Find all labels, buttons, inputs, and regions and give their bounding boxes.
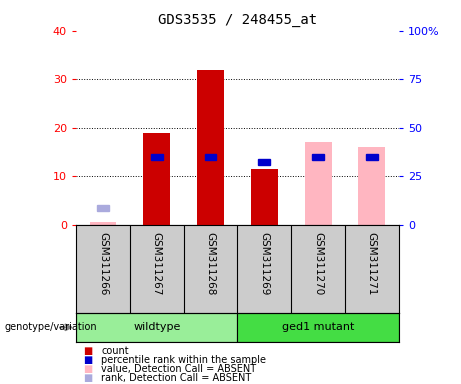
Text: ged1 mutant: ged1 mutant xyxy=(282,322,354,333)
Bar xyxy=(358,147,385,225)
Text: ■: ■ xyxy=(83,346,92,356)
Text: rank, Detection Call = ABSENT: rank, Detection Call = ABSENT xyxy=(101,373,252,383)
Bar xyxy=(312,154,324,160)
Bar xyxy=(151,154,163,160)
Bar xyxy=(237,313,399,342)
Text: GSM311271: GSM311271 xyxy=(367,232,377,295)
Text: ■: ■ xyxy=(83,355,92,365)
Bar xyxy=(143,132,170,225)
Bar xyxy=(97,205,109,210)
Bar xyxy=(205,154,216,160)
Bar xyxy=(251,169,278,225)
Text: value, Detection Call = ABSENT: value, Detection Call = ABSENT xyxy=(101,364,256,374)
Bar xyxy=(366,154,378,160)
Text: wildtype: wildtype xyxy=(133,322,180,333)
Bar xyxy=(76,313,237,342)
Text: ■: ■ xyxy=(83,373,92,383)
Text: count: count xyxy=(101,346,129,356)
Text: genotype/variation: genotype/variation xyxy=(5,322,97,333)
Bar xyxy=(258,159,270,164)
Text: ■: ■ xyxy=(83,364,92,374)
Text: GSM311266: GSM311266 xyxy=(98,232,108,295)
Bar xyxy=(89,222,116,225)
Text: GSM311267: GSM311267 xyxy=(152,232,162,295)
Text: percentile rank within the sample: percentile rank within the sample xyxy=(101,355,266,365)
Bar xyxy=(305,142,331,225)
Title: GDS3535 / 248455_at: GDS3535 / 248455_at xyxy=(158,13,317,27)
Text: GSM311268: GSM311268 xyxy=(206,232,216,295)
Text: GSM311269: GSM311269 xyxy=(259,232,269,295)
Text: GSM311270: GSM311270 xyxy=(313,232,323,295)
Bar xyxy=(197,70,224,225)
